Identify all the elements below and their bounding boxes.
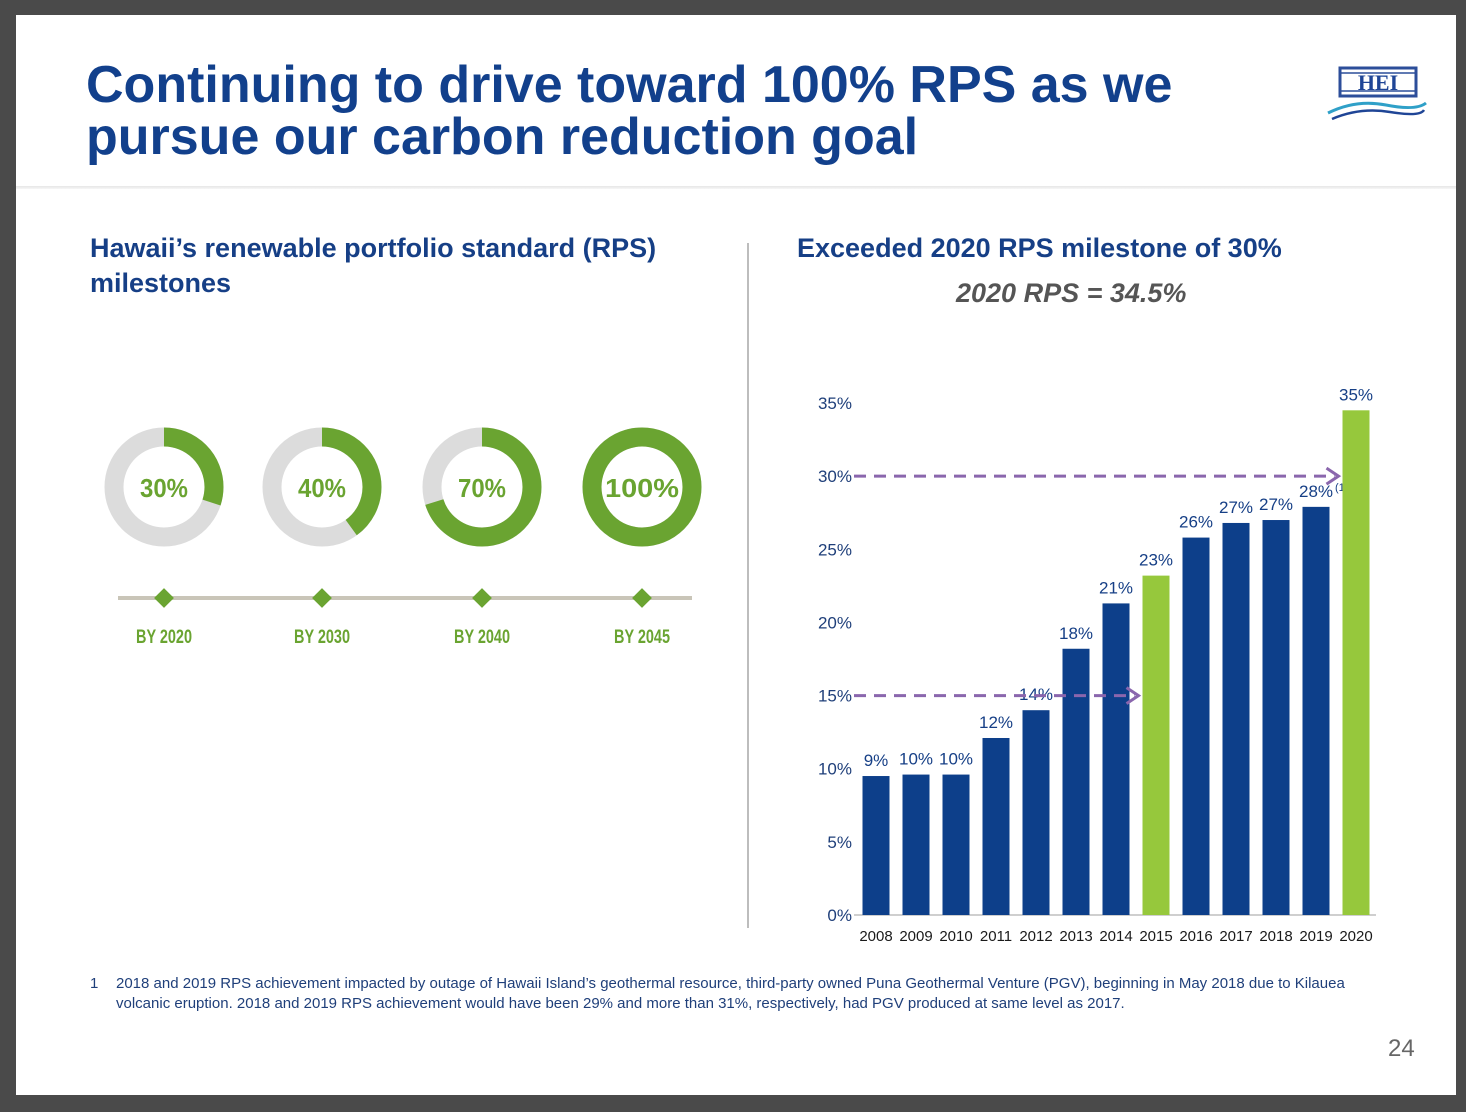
x-tick-label: 2018 xyxy=(1259,928,1292,945)
footnote-number: 1 xyxy=(90,975,99,992)
arrowhead-icon xyxy=(1325,466,1342,486)
milestone-caption: BY 2030 xyxy=(294,627,350,648)
bar-value-label: 10% xyxy=(899,750,933,769)
x-tick-label: 2019 xyxy=(1299,928,1332,945)
bar-value-label: 28% xyxy=(1299,482,1333,501)
milestone-item: 40% BY 2030 xyxy=(262,427,382,648)
x-tick-label: 2015 xyxy=(1139,928,1172,945)
milestone-item: 30% BY 2020 xyxy=(104,427,224,648)
y-tick-label: 0% xyxy=(827,906,852,925)
bar-value-label: 35% xyxy=(1339,385,1373,404)
section-divider xyxy=(747,243,749,928)
milestone-marker-icon xyxy=(632,588,652,608)
milestone-caption: BY 2020 xyxy=(136,627,192,648)
slide: Continuing to drive toward 100% RPS as w… xyxy=(16,15,1456,1095)
y-tick-label: 30% xyxy=(818,467,852,486)
bar-value-label: 9% xyxy=(864,751,889,770)
bar-value-label: 12% xyxy=(979,713,1013,732)
x-tick-label: 2008 xyxy=(859,928,892,945)
milestone-marker-icon xyxy=(154,588,174,608)
left-section-heading: Hawaii’s renewable portfolio standard (R… xyxy=(90,233,657,298)
logo-text: HEI xyxy=(1358,70,1398,95)
bar xyxy=(862,776,890,915)
reference-arrow xyxy=(854,686,1142,705)
right-section-heading: Exceeded 2020 RPS milestone of 30% xyxy=(797,233,1282,263)
bar xyxy=(1262,520,1290,915)
x-tick-label: 2013 xyxy=(1059,928,1092,945)
bar xyxy=(1302,506,1330,915)
hei-logo: HEI xyxy=(1327,66,1427,121)
header-rule xyxy=(16,186,1456,189)
bar xyxy=(1062,648,1090,915)
milestone-percent-label: 100% xyxy=(605,473,679,503)
x-tick-label: 2011 xyxy=(980,928,1012,945)
y-tick-label: 10% xyxy=(818,760,852,779)
bar xyxy=(902,774,930,915)
bar-value-label: 27% xyxy=(1219,498,1253,517)
milestone-ring-progress xyxy=(104,427,224,547)
y-tick-label: 25% xyxy=(818,540,852,559)
x-tick-label: 2009 xyxy=(899,928,932,945)
bar xyxy=(1182,537,1210,915)
bar xyxy=(942,774,970,915)
milestone-percent-label: 70% xyxy=(458,473,506,503)
bar xyxy=(982,737,1010,915)
rps-milestones: 30% BY 2020 40% BY 2030 70% BY 2040 100% BY 204… xyxy=(16,15,751,695)
milestone-percent-label: 40% xyxy=(298,473,346,503)
milestone-ring-progress xyxy=(262,427,382,547)
milestone-item: 100% BY 2045 xyxy=(582,427,702,648)
bar xyxy=(1342,410,1370,915)
bar-value-label: 10% xyxy=(939,750,973,769)
reference-arrow xyxy=(854,466,1342,486)
rps-callout: 2020 RPS = 34.5% xyxy=(956,278,1187,308)
bar-value-label: 26% xyxy=(1179,513,1213,532)
milestone-ring-progress xyxy=(582,427,702,547)
milestone-marker-icon xyxy=(472,588,492,608)
bar-value-label: 18% xyxy=(1059,624,1093,643)
page-title: Continuing to drive toward 100% RPS as w… xyxy=(86,59,1266,163)
x-tick-label: 2010 xyxy=(939,928,972,945)
title-line-2: pursue our carbon reduction goal xyxy=(86,108,919,166)
footnote-text: 2018 and 2019 RPS achievement impacted b… xyxy=(116,975,1345,1012)
x-tick-label: 2017 xyxy=(1219,928,1252,945)
x-tick-label: 2012 xyxy=(1019,928,1052,945)
bar-value-label: 23% xyxy=(1139,551,1173,570)
milestone-caption: BY 2040 xyxy=(454,627,510,648)
milestone-percent-label: 30% xyxy=(140,473,188,503)
y-tick-label: 15% xyxy=(818,687,852,706)
chart-svg: 0% 5% 10% 15% 20% 25% 30% 35% 9% 2008 10% 2009 10% 20… xyxy=(818,385,1376,945)
bar xyxy=(1142,575,1170,915)
bar xyxy=(1102,603,1130,915)
y-tick-label: 20% xyxy=(818,613,852,632)
page-number: 24 xyxy=(1388,1035,1415,1062)
rps-bar-chart: 0% 5% 10% 15% 20% 25% 30% 35% 9% 2008 10% 2009 10% 20… xyxy=(776,375,1396,975)
bar xyxy=(1022,710,1050,915)
milestone-graphic: 30% BY 2020 40% BY 2030 70% BY 2040 100% BY 204… xyxy=(104,427,702,648)
arrowhead-icon xyxy=(1125,686,1142,705)
x-tick-label: 2016 xyxy=(1179,928,1212,945)
milestone-item: 70% BY 2040 xyxy=(422,427,542,648)
bar-value-label: 27% xyxy=(1259,495,1293,514)
bar-value-label: 21% xyxy=(1099,578,1133,597)
x-tick-label: 2014 xyxy=(1099,928,1132,945)
y-tick-label: 35% xyxy=(818,394,852,413)
x-tick-label: 2020 xyxy=(1339,928,1372,945)
milestone-marker-icon xyxy=(312,588,332,608)
bar xyxy=(1222,522,1250,915)
milestone-ring-progress xyxy=(422,427,542,547)
y-tick-label: 5% xyxy=(827,833,852,852)
milestone-caption: BY 2045 xyxy=(614,627,670,648)
title-line-1: Continuing to drive toward 100% RPS as w… xyxy=(86,56,1173,114)
